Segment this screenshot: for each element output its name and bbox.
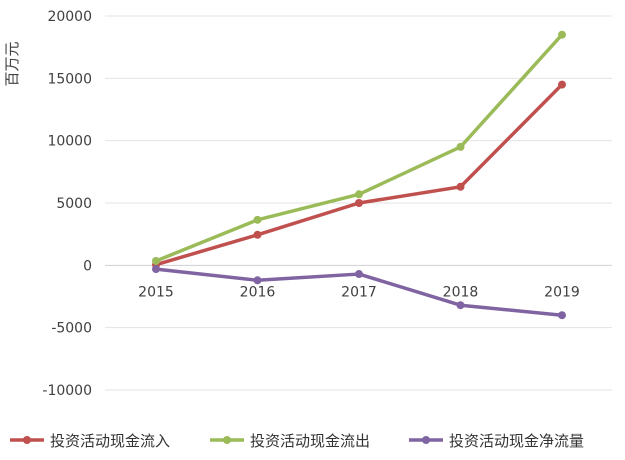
x-tick-label: 2015	[138, 284, 174, 300]
legend-marker	[223, 436, 231, 444]
data-point	[152, 265, 160, 274]
data-point	[152, 256, 160, 265]
y-tick-label: 10000	[47, 134, 92, 150]
legend-label: 投资活动现金流出	[250, 432, 370, 450]
legend-label: 投资活动现金流入	[50, 432, 170, 450]
x-tick-label: 2017	[341, 284, 377, 300]
data-point	[355, 199, 363, 207]
legend-marker	[23, 436, 31, 444]
legend-item: 投资活动现金净流量	[409, 432, 584, 450]
y-axis-ticks: 20000 15000 10000 5000 0 -5000 -10000	[42, 9, 92, 399]
legend-marker	[422, 436, 430, 444]
y-axis-title: 百万元	[3, 41, 21, 86]
legend-item: 投资活动现金流出	[210, 432, 370, 450]
y-tick-label: 5000	[56, 196, 92, 212]
y-tick-label: -10000	[42, 383, 92, 399]
x-tick-label: 2016	[240, 284, 276, 300]
x-axis-ticks: 2015 2016 2017 2018 2019	[138, 284, 580, 300]
legend: 投资活动现金流入 投资活动现金流出 投资活动现金净流量	[10, 432, 584, 450]
series-1	[152, 80, 566, 269]
data-point	[355, 270, 363, 279]
data-point	[558, 80, 566, 89]
y-tick-label: -5000	[51, 321, 92, 337]
data-point	[253, 230, 262, 239]
series-lines	[152, 30, 566, 320]
series-2	[152, 30, 566, 265]
y-tick-label: 15000	[47, 71, 92, 87]
data-point	[558, 311, 566, 320]
data-point	[253, 215, 262, 224]
gridlines	[105, 15, 612, 391]
x-tick-label: 2019	[544, 284, 580, 300]
series-3	[152, 265, 566, 320]
legend-label: 投资活动现金净流量	[449, 432, 584, 450]
x-tick-label: 2018	[443, 284, 479, 300]
data-point	[253, 276, 262, 285]
y-tick-label: 0	[83, 258, 92, 274]
data-point	[456, 182, 465, 191]
y-tick-label: 20000	[47, 9, 92, 25]
data-point	[355, 190, 363, 199]
legend-item: 投资活动现金流入	[10, 432, 170, 450]
data-point	[456, 142, 465, 151]
data-point	[558, 30, 566, 39]
data-point	[456, 301, 465, 310]
